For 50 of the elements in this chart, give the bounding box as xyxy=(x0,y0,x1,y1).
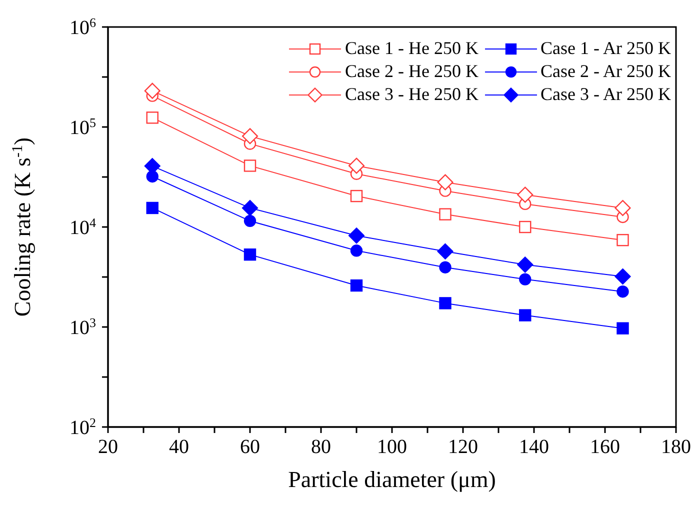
y-tick-label: 10$^{3}$ xyxy=(70,314,96,339)
point xyxy=(517,186,534,203)
point xyxy=(144,82,160,99)
y-tick-label: 10$^{5}$ xyxy=(70,114,96,139)
y-tick-label: 10$^{4}$ xyxy=(70,214,96,239)
point xyxy=(146,112,158,124)
point xyxy=(437,243,454,260)
x-tick-label: 80 xyxy=(311,436,331,458)
x-tick-label: 20 xyxy=(98,436,118,458)
legend-label: Case 1 - He 250 K xyxy=(345,38,479,59)
legend-label: Case 3 - Ar 250 K xyxy=(540,84,671,105)
x-tick-label: 100 xyxy=(377,436,407,458)
point xyxy=(350,279,363,292)
x-tick-label: 40 xyxy=(169,436,189,458)
point xyxy=(146,202,158,214)
legend-label: Case 2 - Ar 250 K xyxy=(540,61,671,82)
point xyxy=(348,228,365,244)
point xyxy=(614,200,631,216)
point xyxy=(350,190,363,202)
point xyxy=(517,256,534,273)
point xyxy=(614,268,631,285)
point xyxy=(616,234,629,246)
x-axis-title: Particle diameter (μm) xyxy=(288,467,496,492)
point xyxy=(244,160,256,172)
x-tick-label: 120 xyxy=(448,436,478,458)
y-tick-label: 10$^{6}$ xyxy=(70,14,96,39)
x-tick-label: 180 xyxy=(661,436,691,458)
point xyxy=(437,174,454,190)
point xyxy=(616,285,629,298)
point xyxy=(519,309,532,322)
point xyxy=(519,220,532,234)
y-tick-label: 10$^{2}$ xyxy=(70,414,96,439)
point xyxy=(616,322,629,334)
point xyxy=(242,128,258,144)
legend-label: Case 2 - He 250 K xyxy=(345,61,479,82)
x-tick-label: 60 xyxy=(240,436,260,458)
legend-label: Case 3 - He 250 K xyxy=(345,84,479,105)
point xyxy=(439,261,452,274)
legend-label: Case 1 - Ar 250 K xyxy=(540,38,671,59)
point xyxy=(244,214,256,228)
x-tick-label: 160 xyxy=(590,436,620,458)
point xyxy=(350,244,363,257)
point xyxy=(348,158,365,174)
x-tick-label: 140 xyxy=(519,436,549,458)
point xyxy=(519,273,532,286)
point xyxy=(146,170,158,183)
point xyxy=(242,200,258,216)
point xyxy=(439,297,452,310)
point xyxy=(244,248,256,261)
point xyxy=(439,208,452,220)
